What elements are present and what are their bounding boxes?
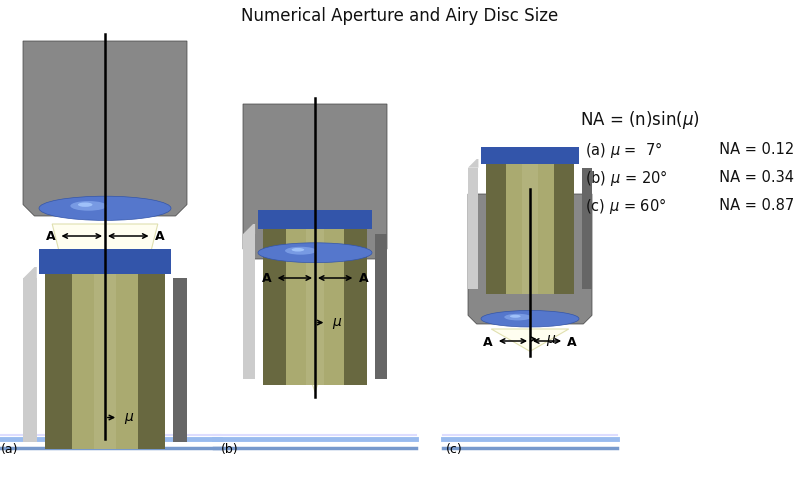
Text: A: A [567,335,577,348]
Text: Numerical Aperture and Airy Disc Size: Numerical Aperture and Airy Disc Size [242,7,558,25]
Polygon shape [45,268,165,449]
Polygon shape [506,160,554,295]
Polygon shape [375,235,387,379]
Polygon shape [286,225,344,385]
Ellipse shape [285,247,317,255]
Polygon shape [263,225,367,385]
Text: A: A [262,272,271,285]
Polygon shape [270,267,361,392]
Text: $\mu$: $\mu$ [332,316,342,331]
Text: $\mu$: $\mu$ [124,410,134,425]
Polygon shape [243,105,387,259]
Ellipse shape [292,248,304,252]
Polygon shape [582,168,592,289]
Polygon shape [23,42,187,216]
Polygon shape [306,225,324,385]
Polygon shape [72,268,138,449]
Text: (b): (b) [220,442,238,455]
Polygon shape [52,225,158,434]
Text: (c): (c) [446,442,463,455]
Ellipse shape [258,243,372,263]
Text: NA = 0.12: NA = 0.12 [710,142,794,157]
Polygon shape [481,148,579,164]
Polygon shape [491,329,569,352]
Polygon shape [94,268,116,449]
Polygon shape [23,279,37,442]
Text: NA = 0.87: NA = 0.87 [710,198,794,213]
Text: A: A [483,335,493,348]
Ellipse shape [39,197,171,221]
Text: $\mu$: $\mu$ [546,332,556,347]
Text: A: A [358,272,368,285]
Ellipse shape [510,315,521,318]
Text: (a) $\mu$ =  7°: (a) $\mu$ = 7° [585,140,662,160]
Text: NA = (n)sin($\mu$): NA = (n)sin($\mu$) [580,109,700,131]
Polygon shape [522,160,538,295]
Text: (b) $\mu$ = 20°: (b) $\mu$ = 20° [585,167,668,188]
Polygon shape [468,160,478,168]
Ellipse shape [70,202,106,212]
Polygon shape [174,279,187,442]
Ellipse shape [504,314,531,321]
Polygon shape [243,235,255,379]
Polygon shape [468,168,478,289]
Polygon shape [39,250,171,274]
Ellipse shape [78,203,93,208]
Text: A: A [46,230,55,243]
Polygon shape [243,225,255,235]
Polygon shape [486,160,574,295]
Polygon shape [468,195,592,324]
Text: A: A [154,230,164,243]
Text: (c) $\mu$ = 60°: (c) $\mu$ = 60° [585,196,666,215]
Text: NA = 0.34: NA = 0.34 [710,170,794,185]
Polygon shape [258,210,372,230]
Polygon shape [23,268,37,279]
Text: (a): (a) [1,442,18,455]
Ellipse shape [481,311,579,327]
